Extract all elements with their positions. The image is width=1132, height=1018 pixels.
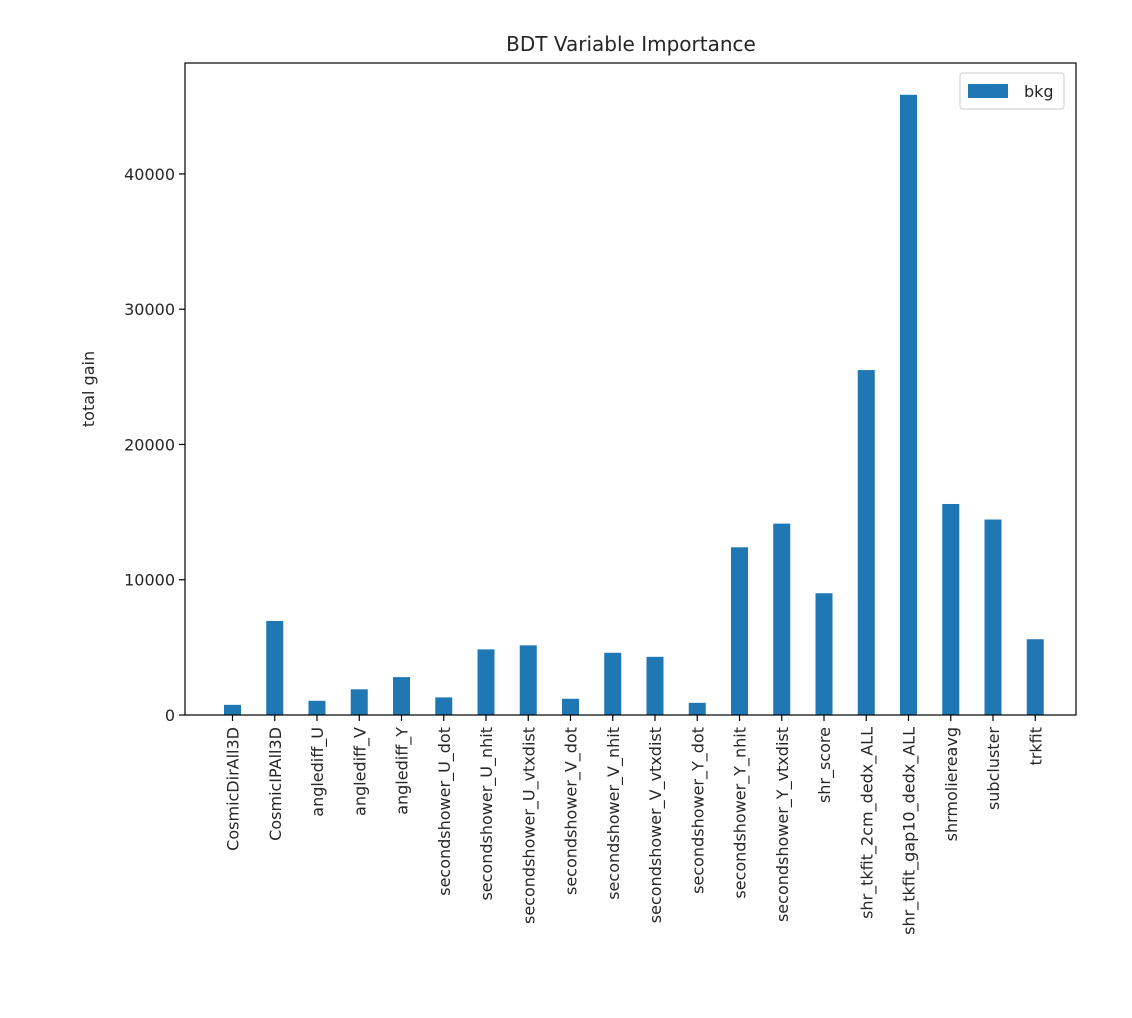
x-tick-label: secondshower_Y_vtxdist bbox=[773, 727, 793, 922]
x-axis: CosmicDirAll3D CosmicIPAll3D anglediff_U an… bbox=[224, 715, 1045, 935]
bar-anglediff_U bbox=[308, 700, 326, 715]
legend: bkg bbox=[959, 72, 1065, 110]
x-tick-label: secondshower_U_nhit bbox=[477, 727, 497, 901]
y-tick-label: 0 bbox=[165, 706, 175, 725]
x-tick-label: trkfit bbox=[1026, 727, 1045, 765]
bar-subcluster bbox=[984, 519, 1002, 715]
x-tick-label: secondshower_V_nhit bbox=[604, 727, 624, 900]
x-tick-label: secondshower_U_vtxdist bbox=[519, 727, 539, 924]
x-tick-label: secondshower_U_dot bbox=[435, 727, 455, 896]
bars-layer bbox=[224, 94, 1044, 716]
bar-secondshower_U_nhit bbox=[477, 649, 495, 715]
bar-trkfit bbox=[1026, 639, 1044, 715]
x-tick-label: secondshower_Y_nhit bbox=[731, 727, 751, 899]
bar-shr_score bbox=[815, 593, 833, 715]
x-tick-label: shr_tkfit_2cm_dedx_ALL bbox=[857, 727, 877, 919]
x-tick-label: shr_score bbox=[815, 727, 835, 803]
y-tick-label: 10000 bbox=[124, 571, 175, 590]
bar-secondshower_Y_vtxdist bbox=[773, 523, 791, 715]
bar-shrmoliereavg bbox=[942, 503, 960, 715]
bar-secondshower_V_nhit bbox=[604, 652, 622, 715]
bar-anglediff_V bbox=[350, 689, 368, 715]
legend-box bbox=[959, 72, 1065, 110]
legend-swatch bbox=[968, 84, 1008, 98]
x-tick-label: CosmicIPAll3D bbox=[266, 727, 285, 841]
x-tick-label: shrmoliereavg bbox=[942, 727, 961, 841]
legend-label: bkg bbox=[1024, 82, 1054, 101]
bar-shr_tkfit_gap10_dedx_ALL bbox=[900, 94, 917, 716]
y-axis: 0 10000 20000 30000 40000 bbox=[124, 165, 185, 725]
bar-secondshower_Y_dot bbox=[688, 702, 706, 715]
bar-secondshower_Y_nhit bbox=[731, 547, 748, 715]
x-tick-label: secondshower_V_dot bbox=[562, 727, 582, 895]
x-tick-label: anglediff_V bbox=[350, 727, 370, 816]
y-axis-label: total gain bbox=[79, 351, 98, 427]
y-tick-label: 30000 bbox=[124, 300, 175, 319]
x-tick-label: secondshower_V_vtxdist bbox=[646, 727, 666, 923]
bar-CosmicIPAll3D bbox=[266, 620, 284, 715]
bar-secondshower_V_vtxdist bbox=[646, 656, 664, 715]
x-tick-label: anglediff_Y bbox=[393, 727, 413, 815]
x-tick-label: anglediff_U bbox=[308, 727, 328, 817]
x-tick-label: subcluster bbox=[984, 727, 1003, 810]
x-tick-label: secondshower_Y_dot bbox=[688, 727, 708, 894]
bar-shr_tkfit_2cm_dedx_ALL bbox=[857, 370, 875, 715]
bar-secondshower_V_dot bbox=[562, 698, 579, 715]
bar-secondshower_U_vtxdist bbox=[519, 645, 537, 715]
x-tick-label: shr_tkfit_gap10_dedx_ALL bbox=[900, 727, 920, 935]
x-tick-label: CosmicDirAll3D bbox=[224, 727, 243, 851]
y-tick-label: 20000 bbox=[124, 435, 175, 454]
chart-title: BDT Variable Importance bbox=[506, 32, 756, 56]
bar-anglediff_Y bbox=[393, 677, 410, 715]
y-tick-label: 40000 bbox=[124, 165, 175, 184]
bar-CosmicDirAll3D bbox=[224, 704, 241, 715]
plot-frame bbox=[184, 62, 1077, 716]
bar-secondshower_U_dot bbox=[435, 697, 453, 715]
